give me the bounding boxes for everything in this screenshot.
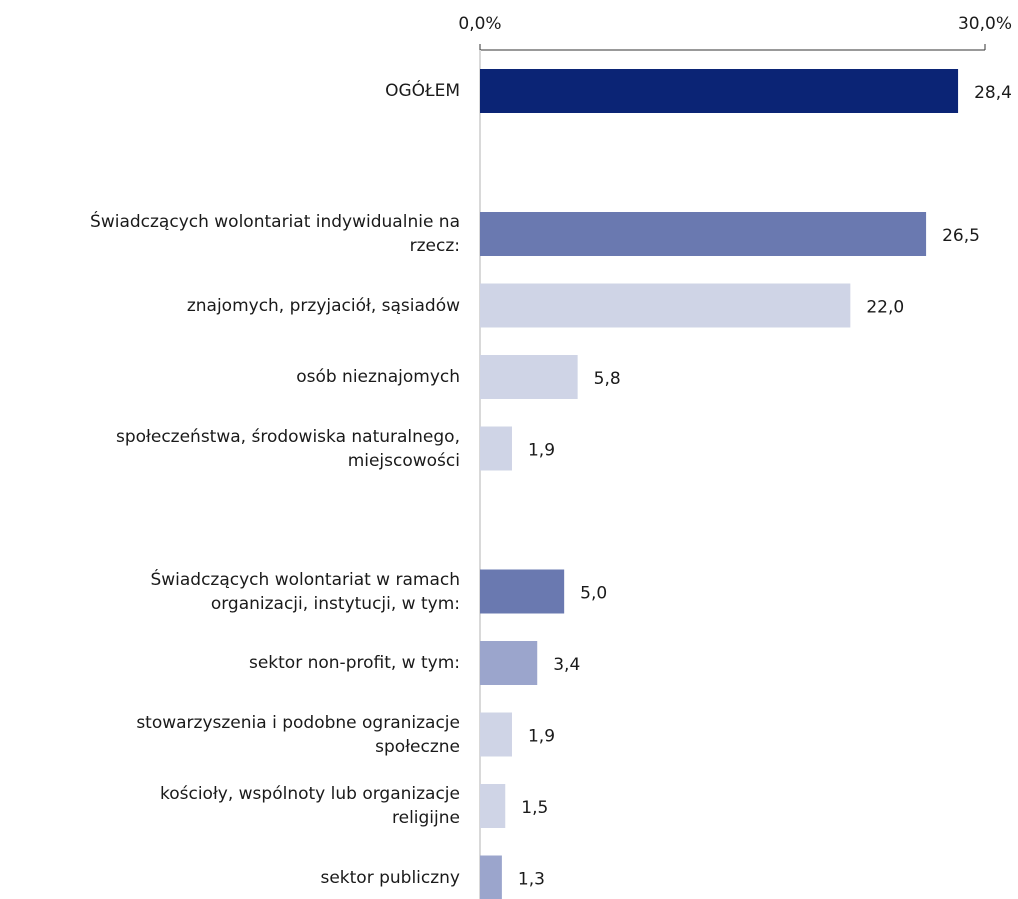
category-label: społeczeństwa, środowiska naturalnego, m… <box>115 426 460 471</box>
bar <box>480 712 512 757</box>
category-label: OGÓŁEM <box>385 81 460 101</box>
value-label: 5,8 <box>594 369 621 389</box>
bar <box>480 426 512 471</box>
value-label: 1,3 <box>518 870 545 890</box>
bar <box>480 784 506 828</box>
bar <box>480 283 851 328</box>
category-label: sektor non-profit, w tym: <box>248 653 460 673</box>
bar <box>480 641 538 685</box>
value-label: 1,9 <box>528 727 555 747</box>
category-label: sektor publiczny <box>320 867 460 888</box>
value-label: 1,5 <box>521 798 548 818</box>
bar <box>480 855 502 899</box>
category-label: Świadczących wolontariat indywidualnie n… <box>90 212 460 256</box>
value-label: 5,0 <box>580 584 607 604</box>
value-label: 3,4 <box>553 655 580 675</box>
x-tick-label: 30,0% <box>958 14 1012 34</box>
bar <box>480 569 565 614</box>
value-label: 22,0 <box>866 298 904 318</box>
category-label: osób nieznajomych <box>296 367 460 387</box>
x-tick-label: 0,0% <box>458 14 501 34</box>
bar <box>480 212 927 256</box>
bar <box>480 69 959 113</box>
category-label: Świadczących wolontariat w ramach organi… <box>150 569 460 614</box>
category-label: znajomych, przyjaciół, sąsiadów <box>186 295 460 316</box>
category-label: stowarzyszenia i podobne ogranizacje spo… <box>136 712 460 757</box>
category-label: kościoły, wspólnoty lub organizacje reli… <box>159 784 460 828</box>
bar <box>480 355 578 399</box>
value-label: 1,9 <box>528 441 555 461</box>
value-label: 26,5 <box>942 226 980 246</box>
value-label: 28,4 <box>974 83 1012 103</box>
